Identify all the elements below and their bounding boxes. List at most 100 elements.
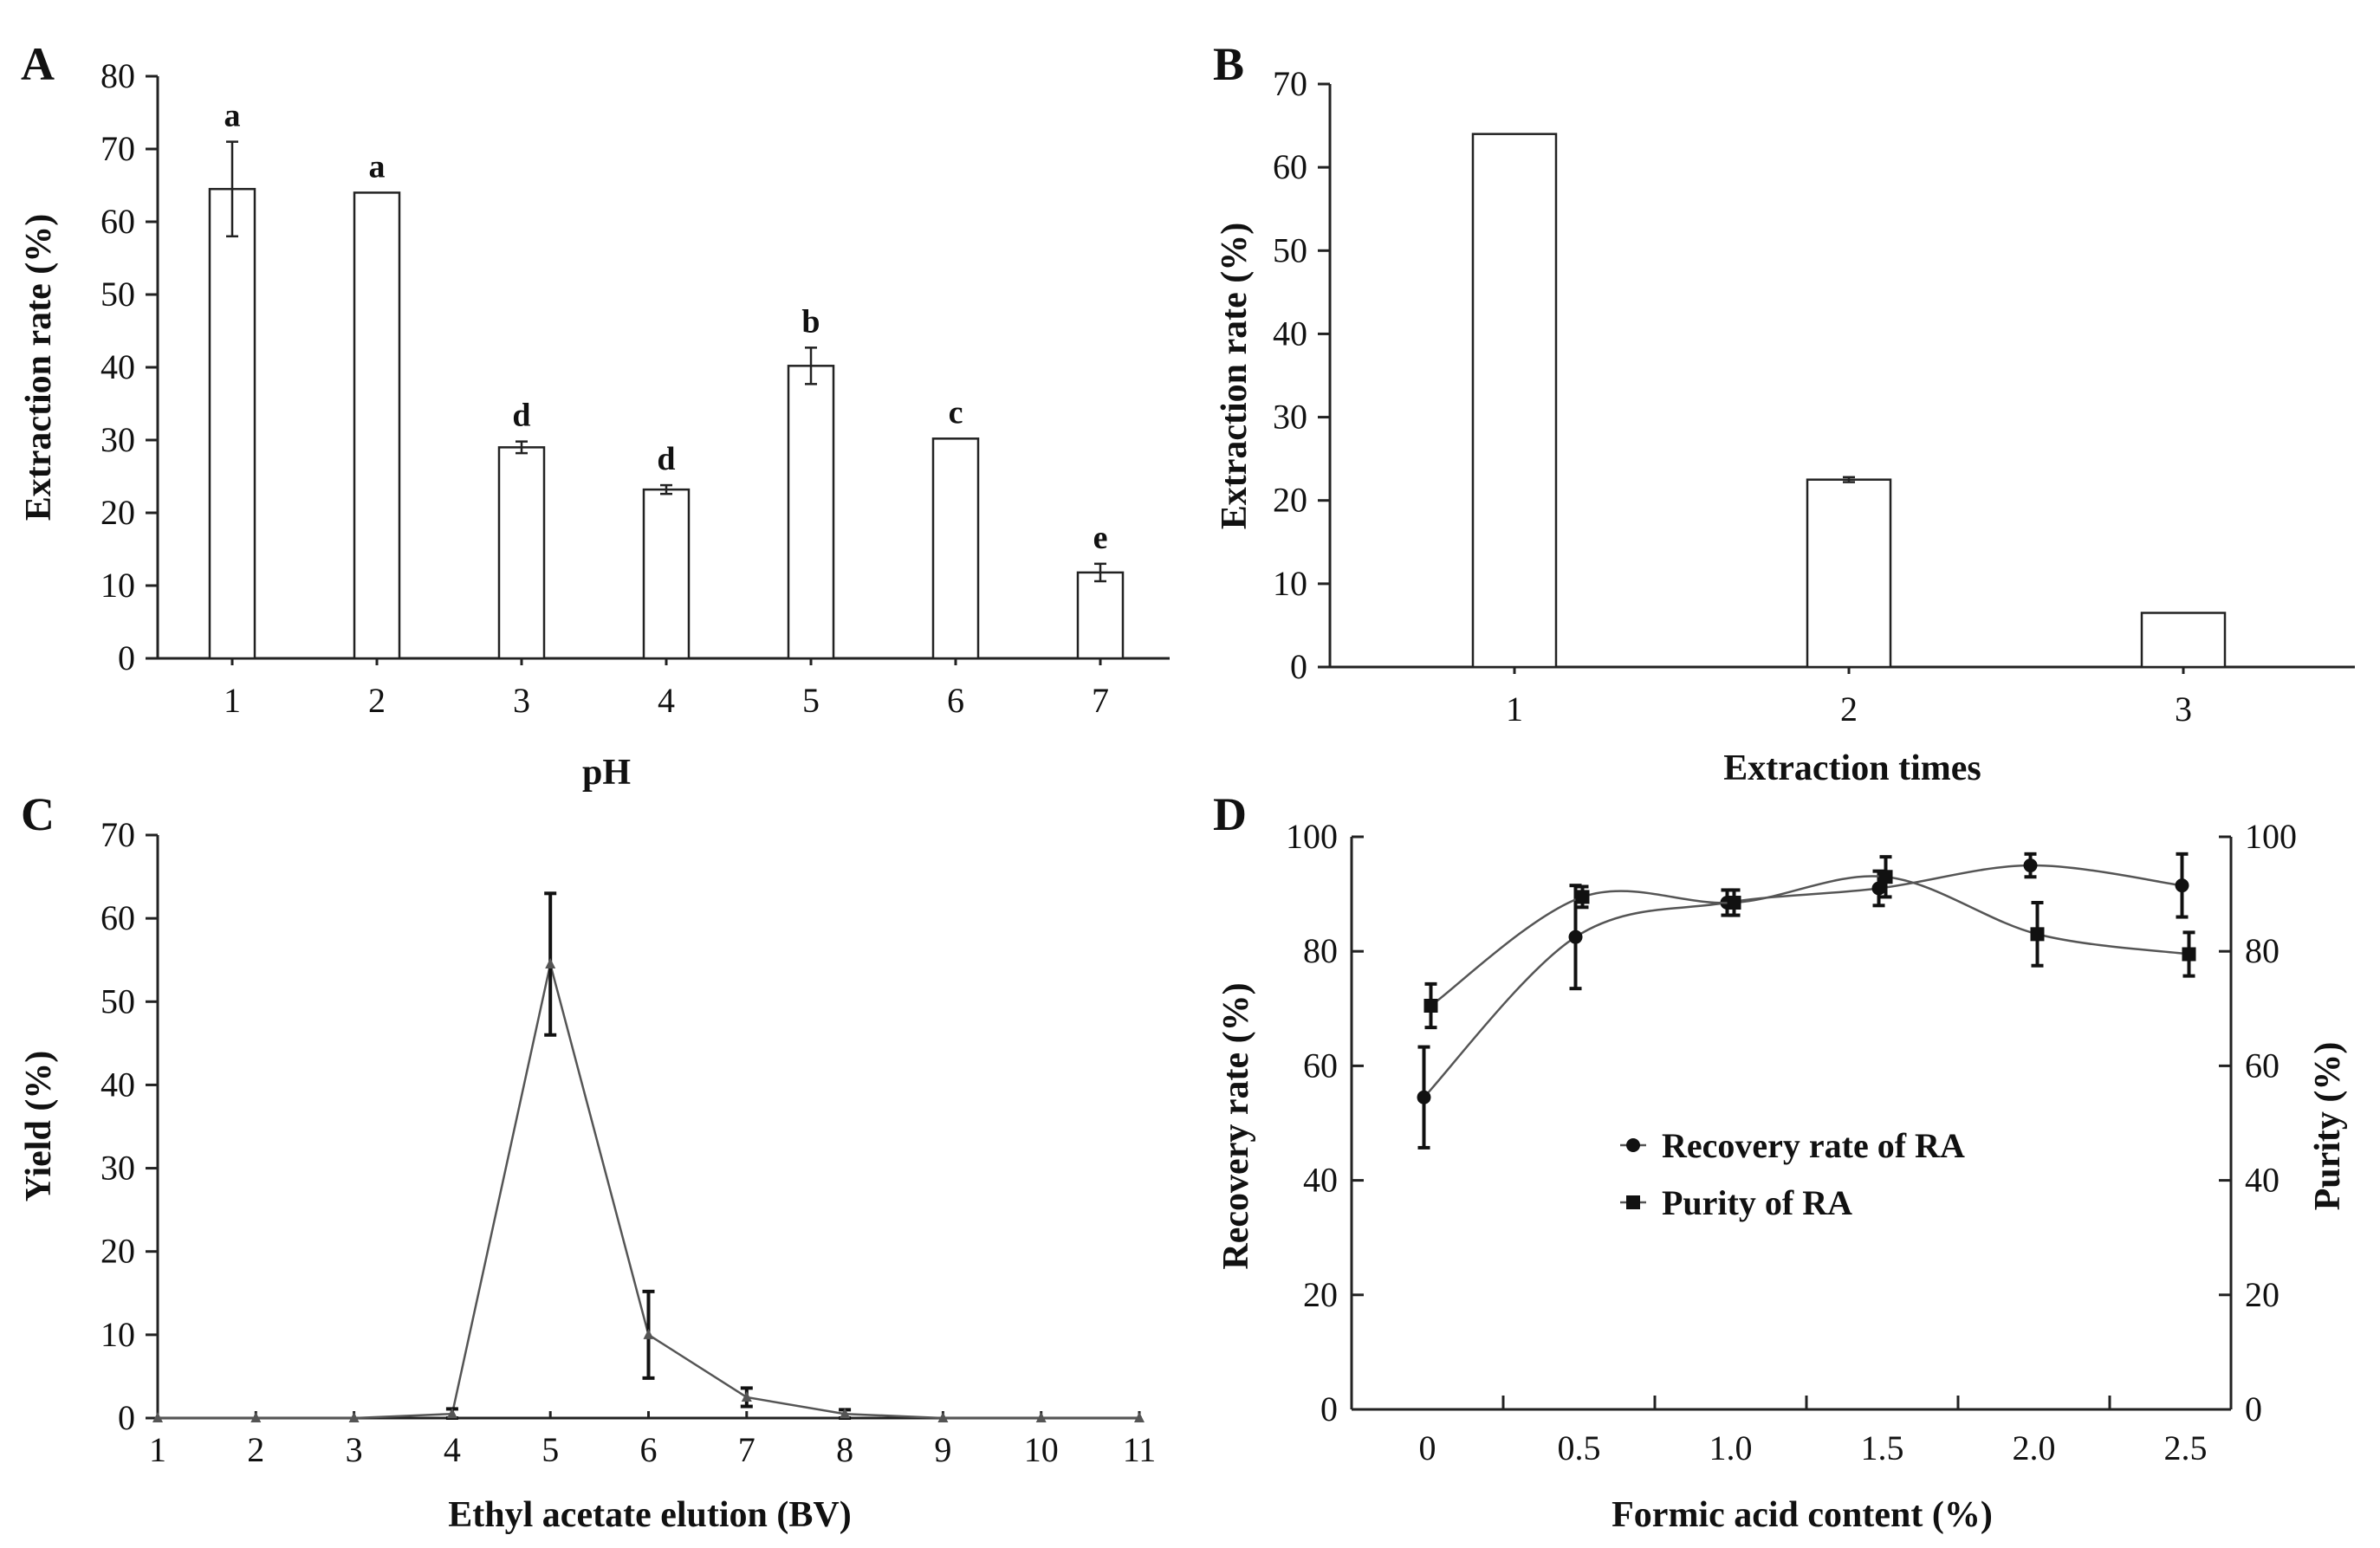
panel-c-y-tick-label: 40 <box>101 1065 135 1104</box>
panel-d-y2-tick-label: 80 <box>2245 931 2279 970</box>
panel-d-purity-point <box>1878 870 1893 884</box>
panel-a-bar <box>787 365 835 660</box>
legend-purity-marker <box>1626 1195 1640 1209</box>
panel-d-y2-tick-label: 60 <box>2245 1046 2279 1085</box>
panel-c-y-tick-label: 10 <box>101 1315 135 1354</box>
panel-c-data-point <box>741 1390 752 1402</box>
panel-a-x-tick-label: 5 <box>802 681 820 720</box>
legend-recovery-marker <box>1626 1138 1640 1152</box>
panel-d-y-tick-label: 40 <box>1303 1161 1338 1200</box>
panel-a-x-tick-label: 6 <box>947 681 964 720</box>
panel-a-x-tick-label: 4 <box>658 681 675 720</box>
panel-c-x-tick-label: 1 <box>149 1430 166 1469</box>
panel-b-y-tick-label: 40 <box>1273 314 1307 353</box>
panel-d-purity-point <box>1423 998 1438 1013</box>
panel-d-x-tick-label: 0 <box>1419 1428 1436 1467</box>
panel-b-y-tick-label: 0 <box>1290 647 1307 686</box>
panel-c-x-tick-label: 7 <box>738 1430 756 1469</box>
panel-a-significance-letter: a <box>224 98 241 134</box>
panel-d-y-tick-label: 80 <box>1303 931 1338 970</box>
panel-b-y-tick-label: 30 <box>1273 398 1307 437</box>
panel-c-data-point <box>152 1412 163 1422</box>
legend-purity-label: Purity of RA <box>1662 1183 1852 1222</box>
panel-a-significance-letter: c <box>949 394 963 431</box>
panel-d-x-tick-label: 2.5 <box>2164 1428 2208 1467</box>
panel-c-data-point <box>840 1408 851 1419</box>
panel-a-bar <box>1076 571 1125 660</box>
panel-b-x-tick-label: 1 <box>1506 690 1523 729</box>
panel-d-x-tick-label: 0.5 <box>1558 1428 1601 1467</box>
panel-a-y-tick-label: 20 <box>101 493 135 532</box>
panel-c-data-point <box>643 1328 654 1339</box>
panel-c-data-point <box>1134 1412 1145 1422</box>
panel-a-x-title: pH <box>582 753 631 793</box>
panel-c-data-point <box>937 1412 949 1422</box>
panel-a-y-tick-label: 10 <box>101 566 135 605</box>
panel-b-y-tick-label: 20 <box>1273 481 1307 520</box>
panel-a-y-tick-label: 0 <box>118 638 135 677</box>
panel-d-y2-tick-label: 100 <box>2245 817 2297 856</box>
panel-d-y-title: Recovery rate (%) <box>1216 982 1256 1269</box>
panel-a-y-tick-label: 30 <box>101 420 135 459</box>
panel-d-y2-tick-label: 40 <box>2245 1161 2279 1200</box>
panel-label-a: A <box>21 38 55 90</box>
panel-b-y-title: Extraction rate (%) <box>1215 223 1255 530</box>
panel-d: D 0 20 40 60 80 100 0 20 40 60 80 100 0 0.5 1.0 1.5 2.… <box>1213 788 2348 1535</box>
panel-c-y-tick-label: 0 <box>118 1398 135 1437</box>
panel-d-y2-tick-label: 0 <box>2245 1389 2262 1428</box>
panel-c-data-point <box>446 1408 457 1419</box>
panel-b-x-tick-label: 3 <box>2175 690 2192 729</box>
panel-d-x-tick-label: 1.0 <box>1709 1428 1753 1467</box>
panel-c-x-tick-label: 6 <box>640 1430 658 1469</box>
panel-d-recovery-point <box>2023 858 2038 873</box>
panel-c-data-point <box>348 1412 360 1422</box>
panel-c-y-tick-label: 50 <box>101 981 135 1020</box>
panel-c-x-tick-label: 11 <box>1123 1430 1157 1469</box>
panel-a-x-tick-label: 1 <box>224 681 241 720</box>
panel-d-legend: Recovery rate of RA Purity of RA <box>1620 1126 1965 1222</box>
panel-d-recovery-line <box>1423 864 2182 1098</box>
panel-b-bar <box>2140 612 2227 669</box>
panel-c-x-tick-label: 8 <box>836 1430 853 1469</box>
panel-a-y-title: Extraction rate (%) <box>19 214 59 521</box>
panel-d-y-tick-label: 20 <box>1303 1275 1338 1314</box>
panel-a-y-tick-label: 80 <box>101 56 135 95</box>
panel-a-bar <box>931 437 980 660</box>
panel-a-y-tick-label: 40 <box>101 347 135 386</box>
panel-d-y2-tick-label: 20 <box>2245 1275 2279 1314</box>
panel-d-x-tick-label: 2.0 <box>2013 1428 2056 1467</box>
panel-a: A 0 10 20 30 40 50 60 70 80 1 2 3 4 5 6 7 a a d d b c e pH E… <box>19 38 1170 793</box>
panel-a-significance-letter: b <box>801 303 820 340</box>
panel-a-bar <box>353 191 401 660</box>
panel-d-x-title: Formic acid content (%) <box>1612 1495 1993 1535</box>
panel-a-significance-letter: d <box>512 398 530 434</box>
panel-label-b: B <box>1213 38 1244 90</box>
panel-label-d: D <box>1213 788 1247 840</box>
panel-c-x-tick-label: 10 <box>1024 1430 1059 1469</box>
panel-c-x-tick-label: 9 <box>934 1430 951 1469</box>
panel-c-x-title: Ethyl acetate elution (BV) <box>448 1495 851 1535</box>
panel-c-x-tick-label: 2 <box>247 1430 264 1469</box>
panel-c-x-tick-label: 4 <box>444 1430 461 1469</box>
panel-b-bar <box>1471 133 1558 669</box>
panel-b-x-title: Extraction times <box>1723 748 1981 788</box>
panel-c-y-tick-label: 20 <box>101 1232 135 1271</box>
panel-a-y-tick-label: 60 <box>101 202 135 241</box>
panel-d-purity-point <box>1727 896 1741 910</box>
panel-a-y-tick-label: 50 <box>101 275 135 314</box>
panel-d-x-tick-label: 1.5 <box>1861 1428 1904 1467</box>
panel-d-y-tick-label: 60 <box>1303 1046 1338 1085</box>
panel-b-y-tick-label: 60 <box>1273 147 1307 186</box>
panel-d-recovery-point <box>1568 929 1583 944</box>
panel-a-y-tick-label: 70 <box>101 129 135 168</box>
panel-c-y-title: Yield (%) <box>19 1051 59 1202</box>
panel-c-data-point <box>1035 1412 1047 1422</box>
panel-b-x-tick-label: 2 <box>1840 690 1858 729</box>
panel-d-y-tick-label: 100 <box>1286 817 1338 856</box>
panel-d-purity-line <box>1430 875 2189 1007</box>
panel-c-y-tick-label: 70 <box>101 815 135 854</box>
panel-c-x-tick-label: 5 <box>541 1430 559 1469</box>
panel-d-recovery-point <box>1417 1090 1431 1104</box>
panel-d-y2-title: Purity (%) <box>2308 1042 2348 1211</box>
